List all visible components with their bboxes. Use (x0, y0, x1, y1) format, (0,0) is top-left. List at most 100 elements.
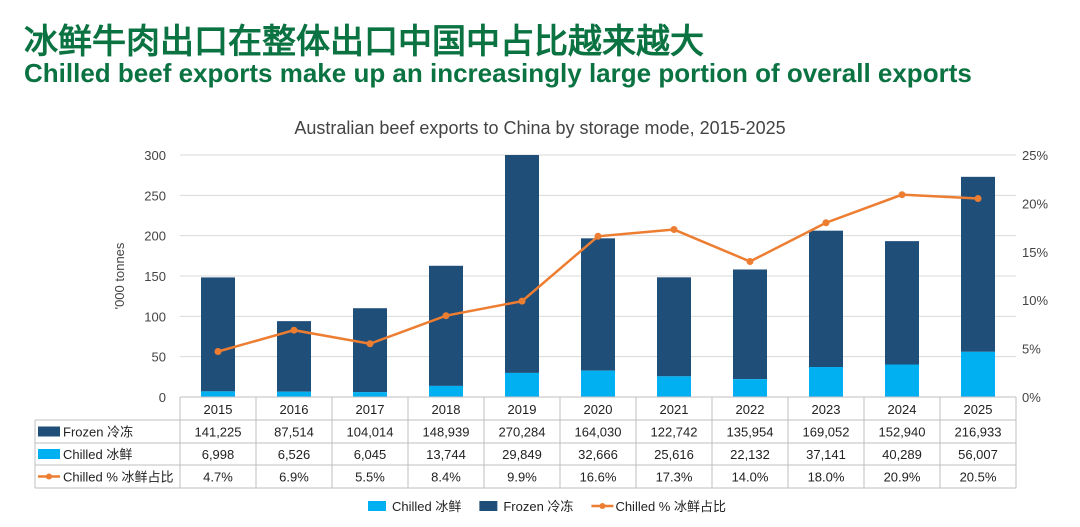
bar-chilled (353, 392, 387, 397)
y-axis-label: '000 tonnes (112, 242, 127, 309)
table-cell: 169,052 (803, 425, 850, 440)
heading-chinese: 冰鲜牛肉出口在整体出口中国中占比越来越大 (24, 22, 704, 62)
table-row-label: Chilled % 冰鲜占比 (63, 470, 174, 485)
table-cell: 9.9% (507, 470, 537, 485)
point-chilled-pct (746, 257, 754, 265)
x-tick-label: 2016 (280, 402, 309, 417)
bar-chilled (581, 370, 615, 397)
y2-tick-label: 15% (1022, 245, 1048, 260)
x-tick-label: 2024 (888, 402, 917, 417)
legend-key-swatch (38, 449, 60, 459)
y2-tick-label: 0% (1022, 390, 1041, 405)
table-cell: 17.3% (656, 470, 693, 485)
bar-frozen (581, 238, 615, 371)
bar-chilled (657, 376, 691, 397)
y-tick-label: 50 (152, 350, 166, 365)
bar-chilled (277, 391, 311, 397)
x-tick-label: 2020 (584, 402, 613, 417)
bar-frozen (201, 277, 235, 392)
x-tick-label: 2015 (204, 402, 233, 417)
x-tick-label: 2025 (964, 402, 993, 417)
y-tick-label: 100 (144, 309, 166, 324)
y2-tick-label: 10% (1022, 293, 1048, 308)
point-chilled-pct (594, 232, 602, 240)
bar-chilled (429, 385, 463, 397)
legend-key-swatch (38, 426, 60, 437)
point-chilled-pct (366, 340, 374, 348)
table-cell: 8.4% (431, 470, 461, 485)
table-cell: 141,225 (195, 425, 242, 440)
table-cell: 16.6% (580, 470, 617, 485)
point-chilled-pct (214, 348, 222, 356)
bar-chilled (961, 351, 995, 397)
point-chilled-pct (670, 226, 678, 234)
legend-label: Frozen 冷冻 (503, 499, 573, 514)
table-cell: 135,954 (727, 425, 774, 440)
y-tick-label: 0 (159, 390, 166, 405)
heading-english: Chilled beef exports make up an increasi… (24, 58, 972, 88)
table-cell: 20.5% (960, 470, 997, 485)
table-cell: 18.0% (808, 470, 845, 485)
x-tick-label: 2023 (812, 402, 841, 417)
table-cell: 6,045 (354, 447, 387, 462)
table-cell: 164,030 (575, 425, 622, 440)
bar-frozen (429, 265, 463, 386)
table-cell: 6,998 (202, 447, 235, 462)
table-cell: 152,940 (879, 425, 926, 440)
bar-chilled (733, 379, 767, 397)
bar-chilled (809, 367, 843, 397)
table-cell: 37,141 (806, 447, 846, 462)
table-cell: 104,014 (347, 425, 394, 440)
legend-swatch (368, 501, 386, 511)
y-tick-label: 300 (144, 148, 166, 163)
y2-tick-label: 20% (1022, 196, 1048, 211)
y-tick-label: 150 (144, 269, 166, 284)
point-chilled-pct (442, 312, 450, 320)
x-tick-label: 2019 (508, 402, 537, 417)
table-row-label: Frozen 冷冻 (63, 425, 133, 440)
point-chilled-pct (822, 219, 830, 227)
x-tick-label: 2017 (356, 402, 385, 417)
table-row-label: Chilled 冰鲜 (63, 447, 132, 462)
bar-frozen (809, 230, 843, 368)
table-cell: 270,284 (499, 425, 546, 440)
bar-frozen (505, 155, 539, 373)
table-cell: 32,666 (578, 447, 618, 462)
y2-tick-label: 5% (1022, 342, 1041, 357)
bar-chilled (505, 372, 539, 397)
table-cell: 6.9% (279, 470, 309, 485)
table-cell: 20.9% (884, 470, 921, 485)
table-cell: 56,007 (958, 447, 998, 462)
table-cell: 122,742 (651, 425, 698, 440)
y-tick-label: 200 (144, 229, 166, 244)
bar-chilled (201, 391, 235, 397)
point-chilled-pct (518, 297, 526, 305)
table-cell: 6,526 (278, 447, 311, 462)
bar-chilled (885, 364, 919, 397)
point-chilled-pct (898, 191, 906, 199)
bar-frozen (657, 277, 691, 377)
point-chilled-pct (974, 195, 982, 203)
bar-frozen (885, 241, 919, 365)
table-cell: 25,616 (654, 447, 694, 462)
table-cell: 5.5% (355, 470, 385, 485)
bar-frozen (353, 308, 387, 393)
bar-frozen (961, 176, 995, 352)
y-tick-label: 250 (144, 188, 166, 203)
table-cell: 148,939 (423, 425, 470, 440)
table-cell: 40,289 (882, 447, 922, 462)
point-chilled-pct (290, 326, 298, 334)
table-cell: 29,849 (502, 447, 542, 462)
y2-tick-label: 25% (1022, 148, 1048, 163)
legend-marker (599, 503, 606, 509)
legend-label: Chilled 冰鲜 (392, 499, 461, 514)
legend-key-marker (46, 473, 52, 480)
x-tick-label: 2022 (736, 402, 765, 417)
legend-swatch (479, 501, 498, 511)
table-cell: 4.7% (203, 470, 233, 485)
legend-label: Chilled % 冰鲜占比 (615, 499, 726, 514)
table-cell: 22,132 (730, 447, 770, 462)
table-cell: 14.0% (732, 470, 769, 485)
table-cell: 87,514 (274, 425, 314, 440)
